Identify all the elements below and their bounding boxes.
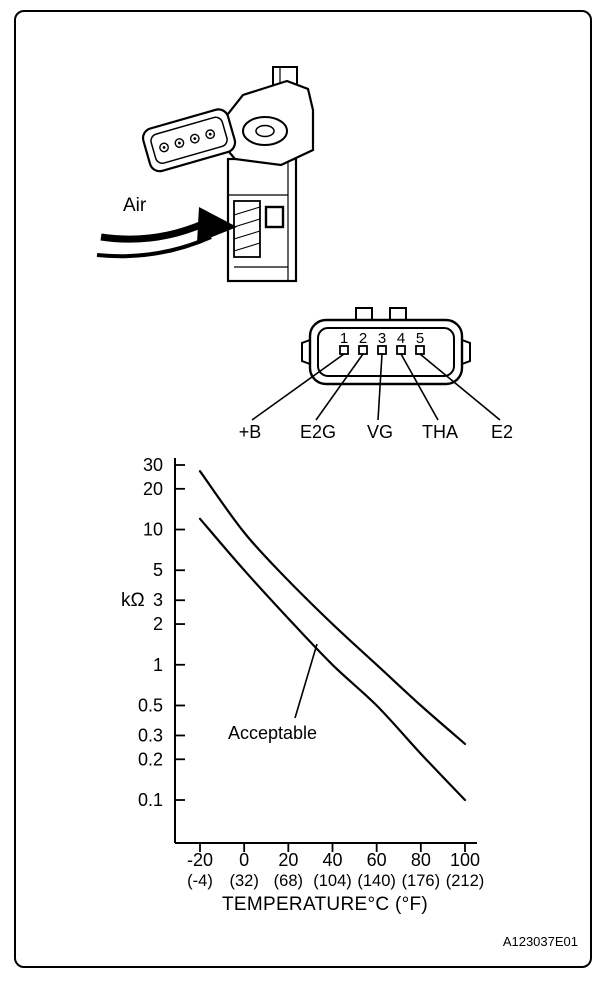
connector-tab-2 xyxy=(389,307,407,320)
x-tick-label-c: 100 xyxy=(450,850,480,870)
figure-reference-code: A123037E01 xyxy=(502,934,578,949)
annotation-leader-line xyxy=(294,643,318,719)
y-tick-label: 20 xyxy=(143,479,163,499)
pin-label-e2: E2 xyxy=(491,422,513,442)
pin-terminal-3 xyxy=(377,345,387,355)
annotation-acceptable: Acceptable xyxy=(228,723,317,743)
y-axis-title: kΩ xyxy=(121,590,145,611)
sensor-connector-plug xyxy=(141,108,237,173)
connector-lug-left xyxy=(301,339,311,365)
pin-terminal-5 xyxy=(415,345,425,355)
x-axis-ticks: -20 (-4) 0 (32) 20 (68) 40 (104) 60 (140) 80 (176) 1… xyxy=(187,843,484,890)
y-tick-label: 3 xyxy=(153,590,163,610)
x-tick-label-c: 40 xyxy=(322,850,342,870)
pin-number-4: 4 xyxy=(397,330,405,347)
pin-terminal-4 xyxy=(396,345,406,355)
pin-number-5: 5 xyxy=(416,330,424,347)
maf-sensor-illustration: Air xyxy=(96,66,315,283)
y-tick-label: 10 xyxy=(143,520,163,540)
x-tick-label-f: (32) xyxy=(229,872,258,890)
pin-leader-lines xyxy=(251,353,501,421)
x-tick-label-c: 20 xyxy=(278,850,298,870)
pin-terminal-1 xyxy=(339,345,349,355)
pin-label-vg: VG xyxy=(367,422,393,442)
curve-upper-limit xyxy=(198,470,467,745)
pin-label-e2g: E2G xyxy=(300,422,336,442)
y-tick-label: 2 xyxy=(153,614,163,634)
x-tick-label-f: (140) xyxy=(357,872,396,890)
y-tick-label: 30 xyxy=(143,455,163,475)
connector-tab-1 xyxy=(355,307,373,320)
air-label: Air xyxy=(123,195,147,216)
connector-lug-right xyxy=(461,339,471,365)
resistance-curves xyxy=(198,470,467,802)
resistance-temperature-chart: 30 20 10 5 3 2 1 0.5 0.3 0.2 0.1 -20 (-4) 0 (32) 20 (68… xyxy=(121,455,484,890)
pin-number-3: 3 xyxy=(378,330,386,347)
y-axis-ticks: 30 20 10 5 3 2 1 0.5 0.3 0.2 0.1 xyxy=(138,455,185,810)
y-tick-label: 0.1 xyxy=(138,790,163,810)
air-flow-arrow xyxy=(96,207,237,259)
x-tick-label-c: 80 xyxy=(411,850,431,870)
pin-number-1: 1 xyxy=(340,330,348,347)
y-tick-label: 0.5 xyxy=(138,695,163,715)
y-tick-label: 0.3 xyxy=(138,725,163,745)
pin-number-2: 2 xyxy=(359,330,367,347)
x-tick-label-f: (104) xyxy=(313,872,352,890)
x-tick-label-f: (-4) xyxy=(187,872,213,890)
y-tick-label: 1 xyxy=(153,655,163,675)
x-tick-label-c: 60 xyxy=(367,850,387,870)
sensor-vane xyxy=(264,205,285,229)
y-tick-label: 5 xyxy=(153,560,163,580)
curve-lower-limit xyxy=(198,517,467,802)
x-axis-title: TEMPERATURE°C (°F) xyxy=(221,894,428,915)
sensor-window xyxy=(233,200,261,258)
y-tick-label: 0.2 xyxy=(138,749,163,769)
connector-pinout: 1 2 3 4 5 +B E2G VG THA E2 xyxy=(239,307,513,442)
pin-terminal-2 xyxy=(358,345,368,355)
x-tick-label-f: (68) xyxy=(274,872,303,890)
x-tick-label-f: (176) xyxy=(402,872,441,890)
diagram-frame xyxy=(14,10,592,968)
x-tick-label-f: (212) xyxy=(446,872,485,890)
pin-label-plus-b: +B xyxy=(239,422,262,442)
x-tick-label-c: -20 xyxy=(187,850,213,870)
x-tick-label-c: 0 xyxy=(239,850,249,870)
pin-label-tha: THA xyxy=(422,422,458,442)
